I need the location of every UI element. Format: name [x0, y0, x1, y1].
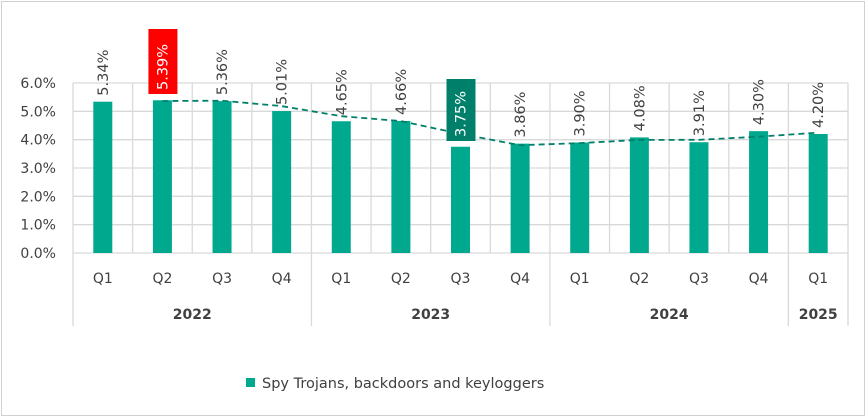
data-label-highlight: [446, 79, 476, 141]
bar: [749, 131, 769, 253]
data-label: 5.01%: [275, 59, 291, 105]
x-tick-label: Q4: [510, 271, 530, 287]
y-tick-label: 2.0%: [20, 189, 56, 205]
x-tick-label: Q4: [272, 271, 292, 287]
data-label: 5.36%: [215, 49, 231, 95]
bar: [331, 121, 351, 253]
data-label: 3.75%: [454, 91, 470, 137]
bar: [689, 142, 709, 253]
data-label: 4.30%: [752, 79, 768, 125]
data-label: 4.20%: [811, 82, 827, 128]
data-label: 4.08%: [632, 85, 648, 131]
x-tick-label: Q2: [391, 271, 411, 287]
bar: [152, 100, 172, 254]
x-tick-label: Q1: [93, 271, 113, 287]
data-label: 5.34%: [96, 50, 112, 96]
bar: [510, 143, 530, 253]
x-tick-label: Q1: [331, 271, 351, 287]
y-tick-label: 5.0%: [20, 104, 56, 120]
y-tick-label: 1.0%: [20, 218, 56, 234]
data-label-highlight: [148, 29, 178, 94]
bar: [93, 101, 113, 253]
bar: [629, 137, 649, 253]
legend-label: Spy Trojans, backdoors and keyloggers: [262, 376, 544, 392]
x-group-label: 2024: [650, 307, 689, 323]
x-tick-label: Q2: [152, 271, 172, 287]
x-tick-label: Q4: [749, 271, 769, 287]
bar: [212, 101, 232, 253]
x-group-label: 2022: [173, 307, 212, 323]
x-tick-label: Q3: [212, 271, 232, 287]
trendline: [162, 99, 819, 147]
data-label: 5.39%: [155, 44, 171, 90]
bar: [451, 146, 470, 253]
data-label: 4.66%: [394, 69, 410, 115]
bar: [570, 142, 590, 253]
x-tick-label: Q1: [808, 271, 828, 287]
x-tick-label: Q3: [689, 271, 709, 287]
y-tick-label: 3.0%: [20, 161, 56, 177]
data-label: 4.65%: [334, 69, 350, 115]
bar: [272, 111, 292, 253]
data-label: 3.90%: [573, 90, 589, 136]
y-tick-label: 4.0%: [20, 133, 56, 149]
y-tick-label: 6.0%: [20, 76, 56, 92]
y-tick-label: 0.0%: [20, 246, 56, 262]
x-group-label: 2023: [411, 307, 450, 323]
x-group-label: 2025: [799, 307, 838, 323]
x-tick-label: Q1: [570, 271, 590, 287]
legend-swatch: [246, 378, 255, 387]
bar: [391, 120, 411, 253]
data-label: 3.86%: [513, 92, 529, 138]
data-label: 3.91%: [692, 90, 708, 136]
bar: [808, 134, 828, 253]
x-tick-label: Q2: [629, 271, 649, 287]
x-tick-label: Q3: [451, 271, 471, 287]
